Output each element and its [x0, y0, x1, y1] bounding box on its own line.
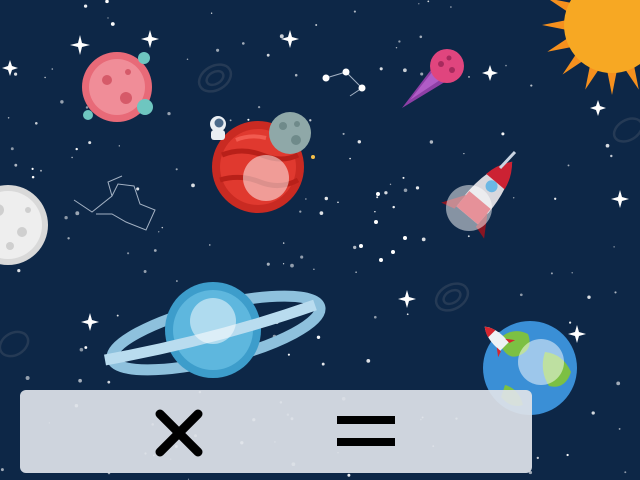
comet — [402, 49, 464, 108]
operand-slot-right[interactable] — [228, 396, 318, 466]
operand-slot-left[interactable] — [40, 396, 130, 466]
rocket-tap-target[interactable] — [446, 185, 492, 231]
earth-tap-target[interactable] — [518, 339, 564, 385]
sun — [542, 0, 640, 95]
astronaut — [210, 116, 226, 140]
ringed-planet-tap-target[interactable] — [190, 298, 236, 344]
constellation — [73, 71, 363, 231]
mars-tap-target[interactable] — [243, 155, 289, 201]
galaxy — [0, 63, 640, 358]
rocket-small — [484, 326, 516, 358]
asteroid — [269, 112, 315, 159]
multiply-icon — [155, 409, 203, 457]
equation-panel — [20, 390, 532, 473]
pink-planet — [82, 52, 153, 122]
sparkle-stars — [2, 30, 629, 343]
moon — [0, 185, 48, 265]
equals-icon — [337, 416, 395, 446]
answer-slot[interactable] — [430, 396, 520, 466]
